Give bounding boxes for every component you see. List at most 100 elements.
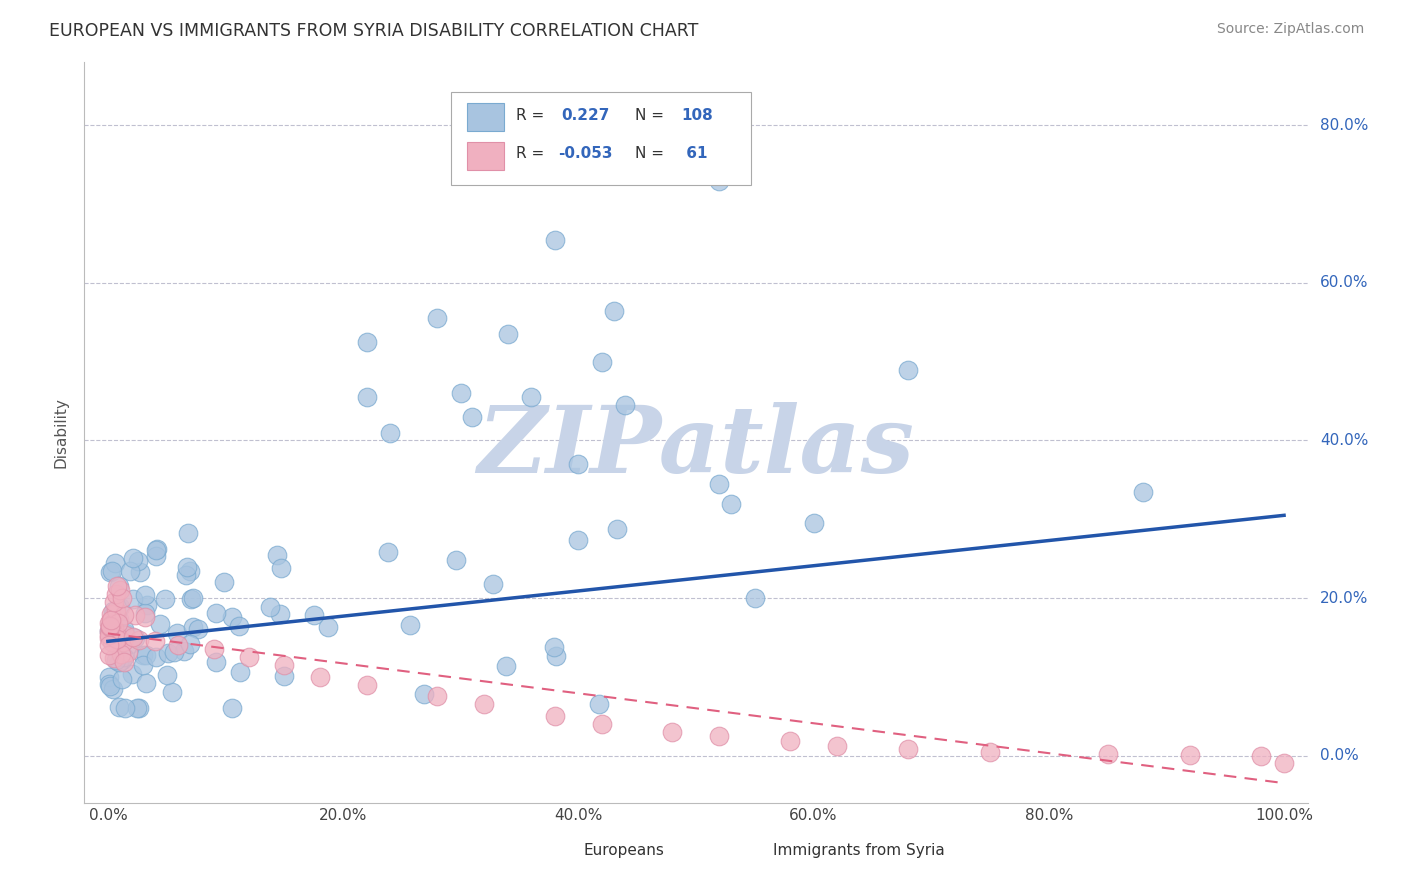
Point [134,588,156,602]
Point [112,623,135,637]
Point [101,629,124,643]
Point [426,311,449,326]
Point [167,638,190,652]
Point [98,679,121,693]
Point [108,612,131,626]
Point [661,725,683,739]
Point [266,549,288,563]
Point [897,742,920,756]
Text: Source: ZipAtlas.com: Source: ZipAtlas.com [1216,22,1364,37]
Point [98,620,121,634]
Point [979,745,1001,759]
Point [134,610,156,624]
Point [101,608,124,623]
Point [100,630,122,644]
Point [520,390,543,404]
Point [228,665,250,679]
Point [145,541,167,556]
Point [591,355,613,369]
Point [103,595,125,609]
Point [588,697,610,711]
Point [825,739,848,753]
Point [121,630,143,644]
Point [105,632,128,647]
Bar [467,103,503,131]
Text: R =: R = [516,146,544,161]
Point [709,729,731,743]
Point [1178,747,1201,762]
Point [111,591,134,605]
Point [100,614,122,628]
Point [259,600,281,615]
Point [104,556,127,570]
Point [110,655,132,669]
Bar [738,842,766,860]
Point [156,646,179,660]
Point [495,658,517,673]
Point [114,626,136,640]
Point [204,655,226,669]
Point [377,545,399,559]
Point [567,457,589,471]
Point [543,640,565,654]
Point [591,717,613,731]
Point [107,579,129,593]
Point [179,637,201,651]
Point [179,565,201,579]
Point [117,645,139,659]
Point [606,522,628,536]
Point [111,672,134,686]
Point [98,648,121,663]
Point [120,564,142,578]
Text: Immigrants from Syria: Immigrants from Syria [773,844,945,858]
Text: Europeans: Europeans [583,844,664,858]
Point [614,398,637,412]
Point [108,699,131,714]
Text: 80.0%: 80.0% [1320,118,1368,133]
Point [602,303,624,318]
Text: R =: R = [516,108,544,122]
Point [173,644,195,658]
Point [105,587,128,601]
Point [101,618,124,632]
Point [105,630,128,644]
Point [101,616,124,631]
Point [803,516,825,531]
Point [104,603,127,617]
Point [128,701,150,715]
Point [98,670,121,684]
Point [98,631,121,645]
Point [273,657,295,672]
Point [356,334,378,349]
Y-axis label: Disability: Disability [53,397,69,468]
Point [709,476,731,491]
Point [145,650,167,665]
Point [98,638,121,652]
Point [398,618,420,632]
Point [163,645,186,659]
Text: N =: N = [636,146,664,161]
Point [105,606,128,620]
Point [114,628,136,642]
Point [426,690,449,704]
Text: EUROPEAN VS IMMIGRANTS FROM SYRIA DISABILITY CORRELATION CHART: EUROPEAN VS IMMIGRANTS FROM SYRIA DISABI… [49,22,699,40]
Point [270,560,292,574]
Point [107,615,129,630]
Point [156,668,179,682]
Point [273,669,295,683]
Point [145,542,167,557]
Point [100,613,122,627]
Point [112,650,135,665]
Point [779,734,801,748]
Text: ZIPatlas: ZIPatlas [478,402,914,492]
Point [145,549,167,563]
Point [544,649,567,664]
Point [134,606,156,620]
Text: -0.053: -0.053 [558,146,612,161]
Point [107,631,129,645]
Point [100,564,122,578]
Point [202,642,225,657]
Point [108,599,131,614]
Point [124,608,146,623]
Point [176,525,198,540]
